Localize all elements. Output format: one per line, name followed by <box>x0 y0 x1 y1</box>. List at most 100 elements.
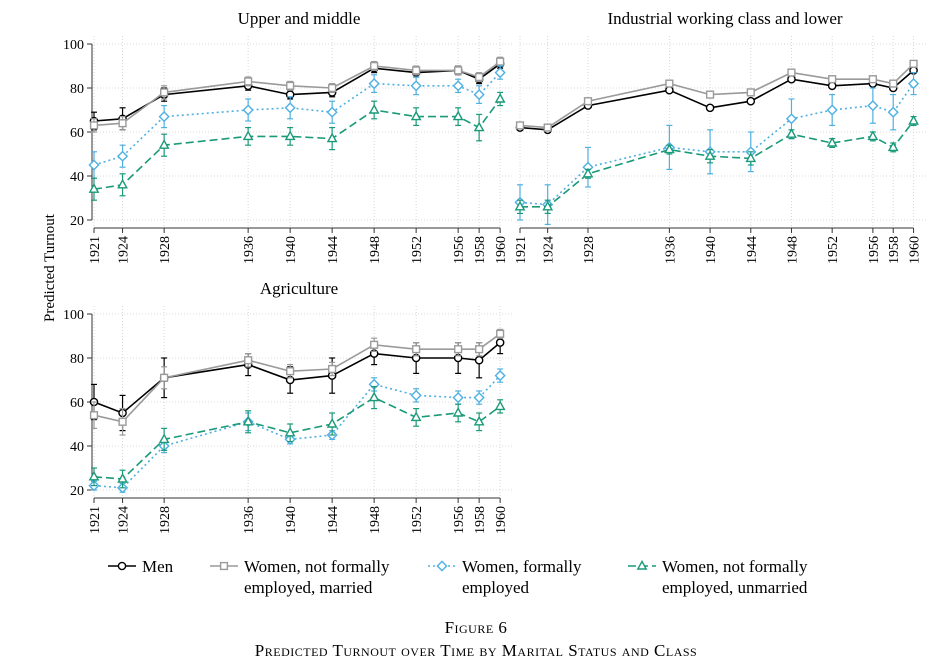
x-tick-label: 1921 <box>88 506 103 534</box>
x-tick-label: 1928 <box>158 236 173 264</box>
series-line <box>519 63 915 129</box>
y-tick-label: 100 <box>63 38 84 53</box>
data-point <box>907 78 920 90</box>
figure-title: Predicted Turnout over Time by Marital S… <box>255 641 697 660</box>
data-point <box>328 83 337 93</box>
data-point <box>494 67 506 79</box>
legend-label: employed <box>462 578 530 597</box>
x-tick-label: 1960 <box>494 236 509 264</box>
y-axis-label: Predicted Turnout <box>42 213 58 322</box>
x-tick-label: 1952 <box>826 236 841 264</box>
data-point <box>887 106 899 118</box>
data-point <box>118 119 127 128</box>
data-point <box>454 345 463 354</box>
data-point <box>495 338 505 347</box>
data-point <box>867 100 879 112</box>
x-tick-label: 1940 <box>284 506 299 534</box>
data-point <box>412 345 421 354</box>
data-point <box>326 417 338 428</box>
data-point <box>908 114 919 125</box>
legend-item-women-formally-employed: Women, formally employed <box>428 557 582 597</box>
panel-upper-and-middle: Upper and middle 20 40 60 80 100 1921 1924 1928 1… <box>63 9 514 264</box>
data-point <box>158 139 170 149</box>
x-tick-label: 1944 <box>326 506 341 534</box>
x-tick-label: 1936 <box>242 506 257 534</box>
legend-marker <box>436 560 448 572</box>
x-tick-label: 1944 <box>326 236 341 264</box>
data-point <box>284 102 296 114</box>
data-point <box>452 406 464 417</box>
data-point <box>117 178 128 189</box>
data-point <box>496 329 505 338</box>
data-point <box>244 77 253 86</box>
data-point <box>826 104 838 116</box>
x-tick-label: 1948 <box>368 236 383 264</box>
data-point <box>745 152 757 163</box>
data-point <box>368 103 380 114</box>
data-point <box>475 345 484 354</box>
x-tick-label: 1952 <box>410 506 425 534</box>
legend-label: Women, not formally <box>244 557 390 576</box>
data-point <box>410 389 422 401</box>
x-tick-label: 1936 <box>242 236 257 264</box>
legend-marker <box>636 559 648 570</box>
x-tick-label: 1924 <box>542 236 557 264</box>
x-tick-label: 1921 <box>88 236 103 264</box>
legend-item-women-not-formally-employed-married: Women, not formally employed, married <box>210 557 390 597</box>
data-point <box>410 80 422 92</box>
data-point <box>867 130 879 141</box>
x-tick-label: 1960 <box>908 236 923 264</box>
x-tick-label: 1928 <box>158 506 173 534</box>
data-point <box>158 433 170 444</box>
x-tick-label: 1958 <box>473 506 488 534</box>
data-point <box>117 472 128 483</box>
data-point <box>89 121 99 130</box>
x-tick-label: 1956 <box>867 236 882 264</box>
data-point <box>286 81 295 90</box>
data-point <box>473 121 485 132</box>
data-point <box>368 391 380 402</box>
data-point <box>515 121 525 130</box>
data-point <box>452 80 464 92</box>
legend-marker <box>117 561 127 571</box>
data-point <box>88 183 100 193</box>
x-tick-label: 1944 <box>745 236 760 264</box>
data-point <box>909 59 918 68</box>
series-men <box>515 66 918 135</box>
data-point <box>326 106 338 118</box>
data-point <box>665 79 674 88</box>
data-point <box>89 411 99 420</box>
x-tick-label: 1936 <box>663 236 678 264</box>
data-point <box>542 200 554 211</box>
data-point <box>543 123 552 132</box>
series-women-not-formally-employed-unmarried <box>88 91 506 201</box>
panel-agriculture: Agriculture 20 40 60 80 100 1921 1924 1928 1936 19… <box>63 279 514 534</box>
series-women-not-formally-employed-unmarried <box>514 114 919 214</box>
data-point <box>868 75 877 84</box>
legend-item-men: Men <box>108 557 174 576</box>
data-point <box>496 57 505 66</box>
x-tick-label: 1958 <box>473 236 488 264</box>
x-tick-label: 1928 <box>582 236 597 264</box>
data-point <box>473 89 485 101</box>
x-tick-label: 1924 <box>117 506 132 534</box>
series-line <box>93 333 501 423</box>
legend-item-women-not-formally-employed-unmarried: Women, not formally employed, unmarried <box>628 557 808 597</box>
data-point <box>746 88 755 97</box>
series-women-formally-employed <box>514 71 920 225</box>
data-point <box>370 340 379 349</box>
y-tick-label: 100 <box>63 308 84 323</box>
data-point <box>370 61 379 71</box>
legend-label: employed, married <box>244 578 373 597</box>
data-point <box>889 79 898 88</box>
data-point <box>826 136 838 147</box>
data-point <box>160 88 169 97</box>
data-point <box>785 113 798 125</box>
x-tick-label: 1948 <box>785 236 800 264</box>
series-women-not-formally-employed-unmarried <box>88 386 506 489</box>
x-tick-label: 1921 <box>514 236 529 264</box>
series-women-not-formally-employed-married <box>89 328 505 436</box>
data-point <box>410 110 422 121</box>
x-tick-label: 1924 <box>117 236 132 264</box>
